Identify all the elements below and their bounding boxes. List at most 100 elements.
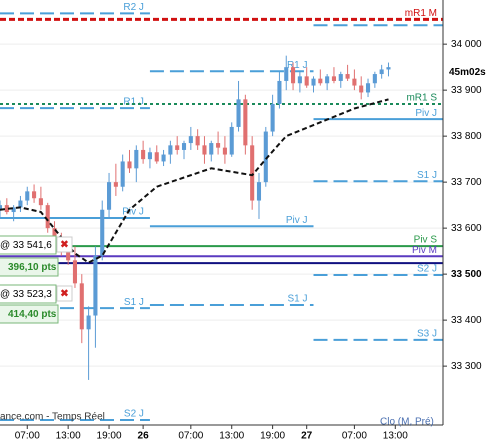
x-tick-label: 07:00 [178,431,203,442]
order-price: @ 33 541,6 [0,240,52,251]
candle-body [4,205,9,213]
x-tick-label: 19:00 [260,431,285,442]
candle-body [270,103,275,132]
candle-body [100,209,105,256]
candle-body [284,67,289,81]
candle-body [18,200,23,208]
x-tick-label: 13:00 [219,431,244,442]
x-tick-label: 13:00 [56,431,81,442]
level-label: mR1 S [406,93,437,104]
candle-body [175,145,180,150]
candle-body [86,315,91,330]
candle-body [304,76,309,86]
candle-body [379,69,384,75]
candle-body [107,182,112,210]
level-label: Piv J [415,108,437,119]
candle-body [66,248,71,261]
candle-body [195,136,200,146]
candle-body [345,74,350,79]
x-tick-label: 26 [138,431,150,442]
candle-body [365,83,371,93]
level-label: S1 J [124,297,144,308]
candle-body [45,205,50,229]
candle-body [216,143,221,148]
candle-body [38,198,43,206]
candle-body [291,67,296,84]
candle-body [32,191,37,199]
candle-body [243,99,248,146]
y-tick-label: 33 600 [451,223,482,234]
candle-body [229,126,234,155]
candle-body [120,161,125,187]
candle-body [147,152,152,160]
candle-body [202,145,207,155]
y-tick-label: 33 300 [451,361,482,372]
candle-body [72,260,78,284]
candle-body [386,67,391,70]
candle-body [250,145,255,201]
level-label: S3 J [417,329,437,340]
candle-body [222,147,227,155]
order-2[interactable]: @ 33 523,3 ✖ 414,40 pts [0,284,73,324]
source-label: ance.com - Temps Réel [0,412,105,423]
candle-body [372,74,377,84]
candle-body [352,78,357,86]
order-points: 414,40 pts [8,309,57,320]
y-tick-label: 33 400 [451,315,482,326]
candle-body [318,78,323,84]
level-label: R2 J [123,2,144,13]
level-label: Piv J [286,215,308,226]
candle-body [325,76,330,84]
level-label: R1 J [287,60,308,71]
countdown-box [445,62,495,82]
close-icon: ✖ [60,289,68,300]
candle-body [52,228,57,242]
candle-body [11,207,16,213]
candle-body [161,154,166,162]
y-tick-label: 33 500 [451,269,482,280]
candle-body [25,191,30,201]
candle-body [181,143,187,150]
candle-body [154,152,159,162]
level-label: mR1 M [405,8,437,19]
candle-body [113,182,118,187]
close-icon: ✖ [60,240,68,251]
candle-body [134,149,139,169]
candle-body [79,283,84,330]
candle-body [359,85,364,93]
candle-body [236,99,241,127]
candle-body [263,131,268,183]
order-points: 396,10 pts [8,262,57,273]
countdown: 45m02s [449,67,486,78]
candle-body [127,161,132,169]
candle-body [277,80,282,104]
level-label: S1 J [417,170,437,181]
candle-body [188,136,193,144]
level-label: Piv S [414,235,438,246]
order-box [0,235,57,255]
x-tick-label: 19:00 [97,431,122,442]
moving-average [0,98,389,264]
x-tick-label: 07:00 [15,431,40,442]
order-1[interactable]: @ 33 541,6 ✖ 396,10 pts [0,235,73,277]
candle-body [256,182,262,201]
y-tick-label: 33 900 [451,85,482,96]
level-label: R1 J [123,97,144,108]
level-label: Piv M [412,245,437,256]
y-tick-label: 33 800 [451,131,482,142]
candle-body [331,76,336,81]
mode-label: Clo (M, Pré) [380,417,434,428]
order-box [0,284,57,304]
x-tick-label: 27 [301,431,313,442]
x-tick-label: 07:00 [342,431,367,442]
candle-body [311,78,316,86]
y-tick-label: 34 000 [451,39,482,50]
level-label: S2 J [417,264,437,275]
close-button[interactable] [56,285,73,302]
candle-body [93,255,98,316]
close-button[interactable] [56,236,73,253]
candle-body [297,76,302,84]
level-label: S1 J [287,294,307,305]
